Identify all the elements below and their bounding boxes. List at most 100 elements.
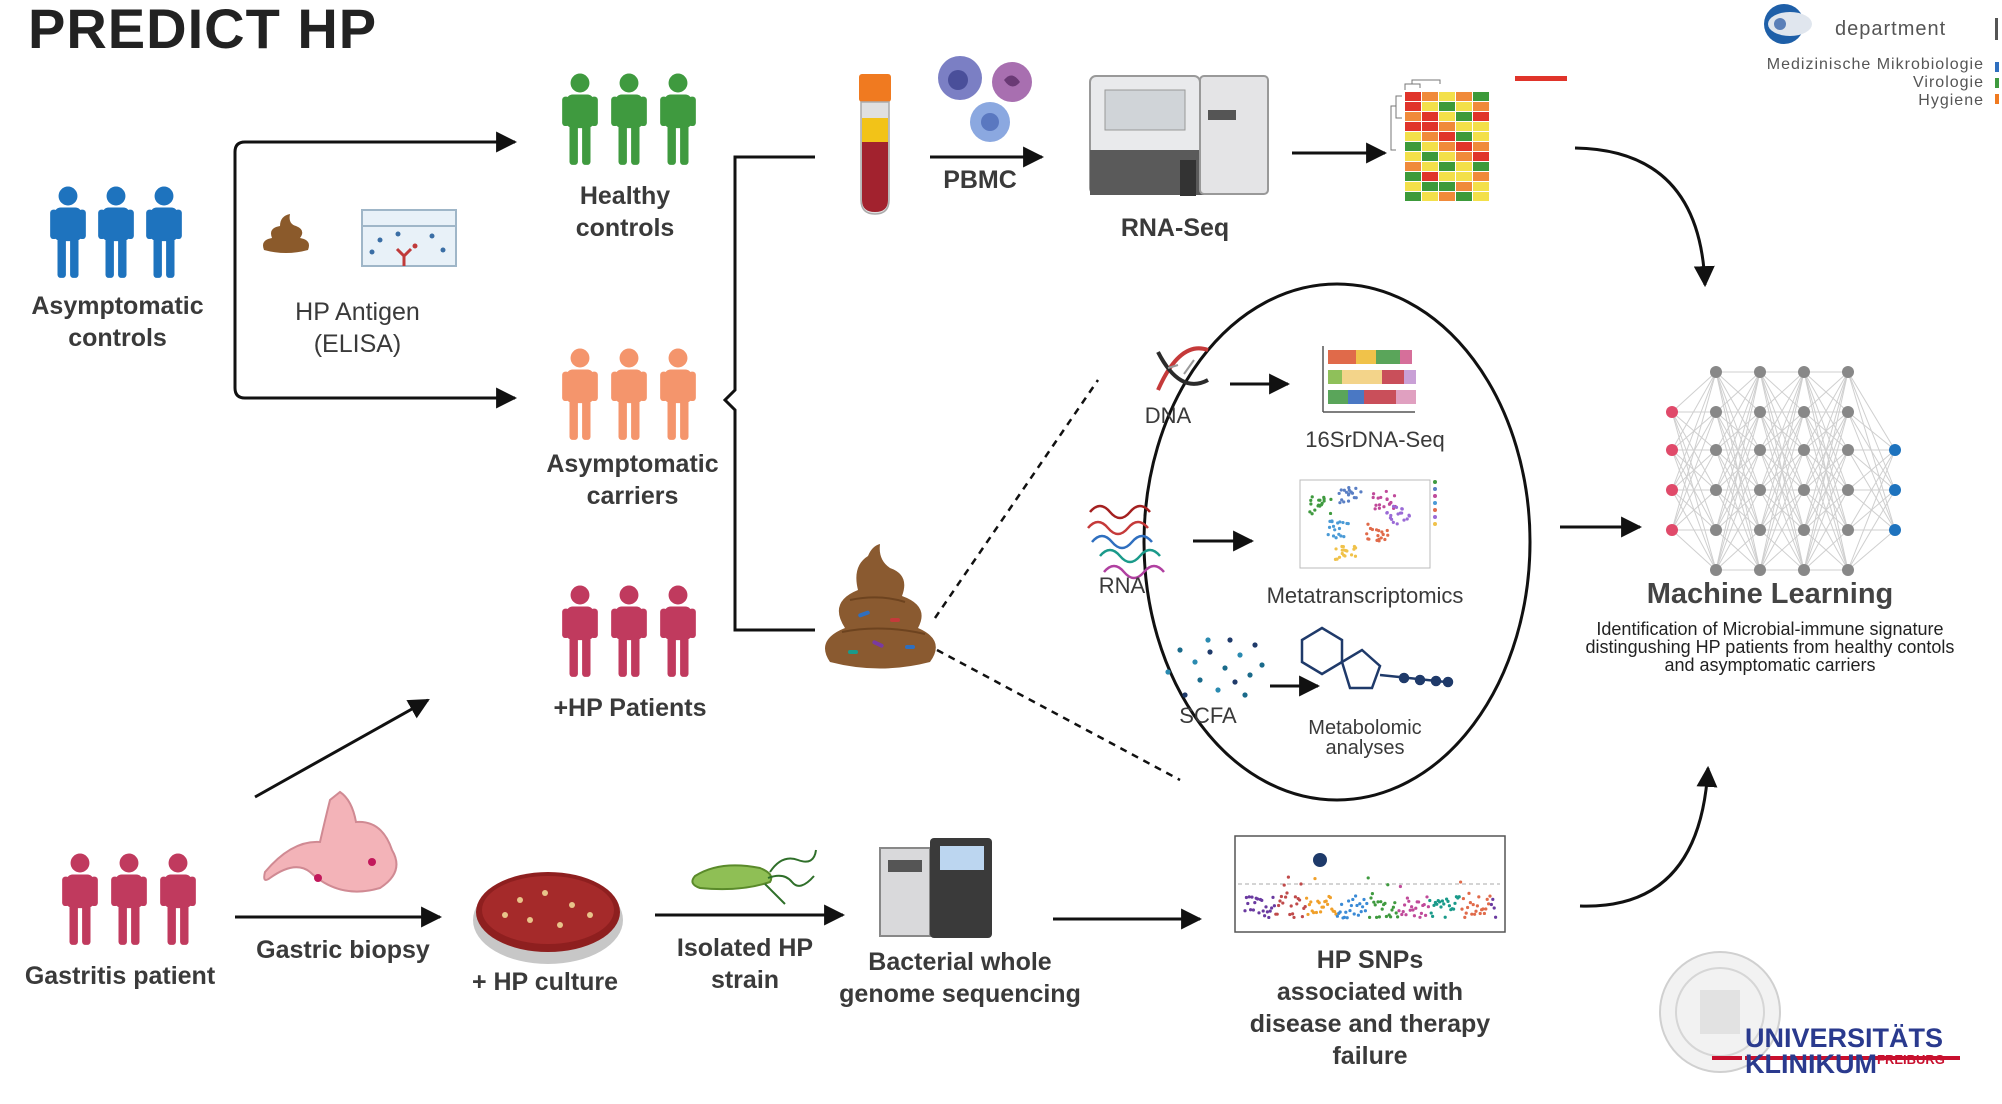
nn-node (1666, 484, 1678, 496)
heatmap-cell (1456, 192, 1472, 201)
16s-barplot-icon (1322, 346, 1416, 413)
heatmap-cell (1439, 102, 1455, 111)
nn-node (1889, 444, 1901, 456)
manhattan-point (1481, 907, 1485, 911)
16s-bar-segment (1328, 390, 1348, 404)
16s-seq-label: 16SrDNA-Seq (1305, 427, 1445, 452)
heatmap-dendrogram (1404, 79, 1441, 90)
scfa-dots-icon (1165, 637, 1265, 698)
scatter-point (1395, 522, 1399, 526)
rna-label: RNA (1098, 573, 1146, 598)
scfa-dot (1242, 692, 1248, 698)
manhattan-point (1362, 897, 1366, 902)
heatmap-cell (1422, 122, 1438, 131)
manhattan-point (1467, 891, 1471, 895)
manhattan-point (1386, 883, 1390, 887)
nn-connection (1803, 411, 1849, 571)
manhattan-point (1431, 914, 1435, 918)
scatter-legend-dot (1433, 508, 1437, 512)
nn-connection (1803, 371, 1849, 491)
nn-connection (1671, 371, 1717, 451)
nn-node (1842, 564, 1854, 576)
scatter-point (1341, 544, 1345, 549)
manhattan-point (1247, 895, 1251, 899)
heatmap-cell (1422, 162, 1438, 171)
manhattan-point (1272, 904, 1276, 908)
scfa-dot (1252, 642, 1258, 648)
heatmap-cell (1422, 152, 1438, 161)
scatter-point (1338, 501, 1342, 505)
elisa-well-icon (361, 209, 457, 267)
scatter-point (1385, 511, 1389, 515)
nn-connection (1759, 489, 1805, 571)
nn-node (1710, 366, 1722, 378)
nn-node (1842, 366, 1854, 378)
nn-connection (1803, 449, 1849, 571)
scfa-dot (1222, 665, 1228, 671)
manhattan-point (1475, 904, 1479, 908)
manhattan-point (1344, 910, 1348, 914)
hp-patients-people-icon (562, 585, 696, 677)
scatter-point (1310, 495, 1314, 499)
nn-node (1842, 484, 1854, 496)
scatter-point (1347, 488, 1351, 492)
manhattan-point (1317, 901, 1321, 905)
nn-node (1842, 524, 1854, 536)
nn-connection (1847, 529, 1896, 571)
scatter-point (1407, 513, 1411, 517)
manhattan-point (1459, 880, 1463, 884)
nn-node (1666, 406, 1678, 418)
manhattan-point (1286, 875, 1290, 879)
manhattan-point (1435, 902, 1439, 906)
manhattan-point (1250, 895, 1254, 899)
scatter-point (1326, 533, 1330, 537)
16s-bar-segment (1396, 390, 1416, 404)
manhattan-point (1470, 912, 1474, 916)
manhattan-point (1482, 911, 1486, 916)
manhattan-point (1474, 909, 1478, 913)
scatter-point (1347, 492, 1351, 496)
scatter-point (1368, 526, 1373, 531)
manhattan-point (1246, 901, 1250, 906)
manhattan-point (1292, 915, 1296, 920)
heatmap-cell (1422, 142, 1438, 151)
nn-connection (1847, 411, 1896, 491)
manhattan-point (1351, 897, 1355, 902)
scatter-point (1342, 535, 1346, 539)
scatter-point (1400, 507, 1404, 511)
metatranscriptomics-label: Metatranscriptomics (1266, 583, 1464, 608)
scatter-point (1402, 518, 1406, 522)
scatter-point (1379, 536, 1383, 540)
nn-connection (1803, 371, 1849, 451)
metabolite-molecule-icon (1300, 626, 1454, 690)
manhattan-point (1249, 908, 1253, 912)
nn-connection (1671, 529, 1717, 571)
scatter-point (1373, 507, 1377, 511)
manhattan-point (1396, 915, 1400, 919)
manhattan-point (1328, 896, 1332, 900)
manhattan-point (1268, 909, 1272, 913)
heatmap-cell (1473, 102, 1489, 111)
nn-connection (1847, 411, 1896, 451)
manhattan-point (1466, 905, 1470, 910)
scatter-point (1371, 492, 1376, 496)
manhattan-point (1267, 915, 1271, 920)
manhattan-point (1300, 915, 1304, 919)
scatter-point (1374, 503, 1378, 507)
nn-connection (1759, 371, 1805, 571)
nn-connection (1671, 371, 1717, 531)
scatter-legend-dot (1433, 487, 1437, 491)
manhattan-point (1366, 876, 1370, 880)
manhattan-point (1484, 907, 1488, 911)
scatter-point (1354, 486, 1358, 490)
16s-bar-segment (1356, 350, 1376, 364)
nn-node (1798, 444, 1810, 456)
heatmap-cell (1456, 122, 1472, 131)
manhattan-point (1271, 895, 1275, 899)
nn-connection (1715, 371, 1761, 451)
manhattan-point (1460, 907, 1464, 911)
manhattan-point (1425, 895, 1429, 899)
nn-connection (1803, 489, 1849, 571)
scatter-point (1310, 512, 1314, 516)
heatmap-cell (1473, 142, 1489, 151)
